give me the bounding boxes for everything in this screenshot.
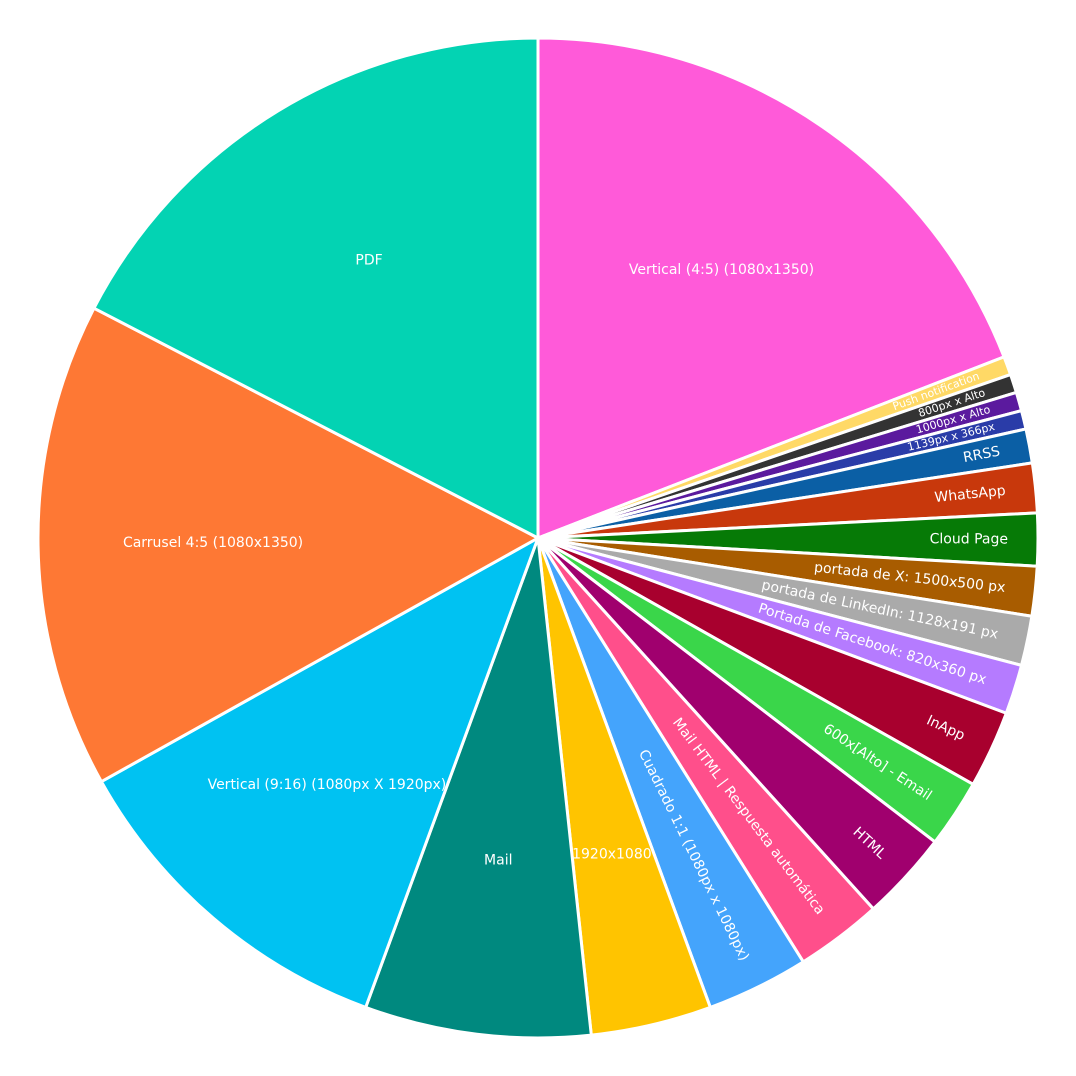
slice-label: PDF [355, 252, 382, 268]
pie-slice [364, 536, 593, 1040]
pie-slice [536, 36, 1006, 540]
slice-label: 1920x1080 [572, 846, 652, 862]
slice-label: Vertical (9:16) (1080px X 1920px) [208, 777, 447, 793]
slice-label: Vertical (4:5) (1080x1350) [629, 262, 814, 278]
slice-label: Cloud Page [930, 531, 1008, 547]
slice-label: Carrusel 4:5 (1080x1350) [123, 535, 303, 551]
pie-slice [92, 36, 540, 540]
slice-label: Mail [484, 853, 512, 869]
pie-slice [99, 536, 540, 1009]
slice-label: WhatsApp [934, 483, 1007, 506]
slice-label: RRSS [962, 443, 1002, 466]
pie-slice [36, 306, 540, 784]
